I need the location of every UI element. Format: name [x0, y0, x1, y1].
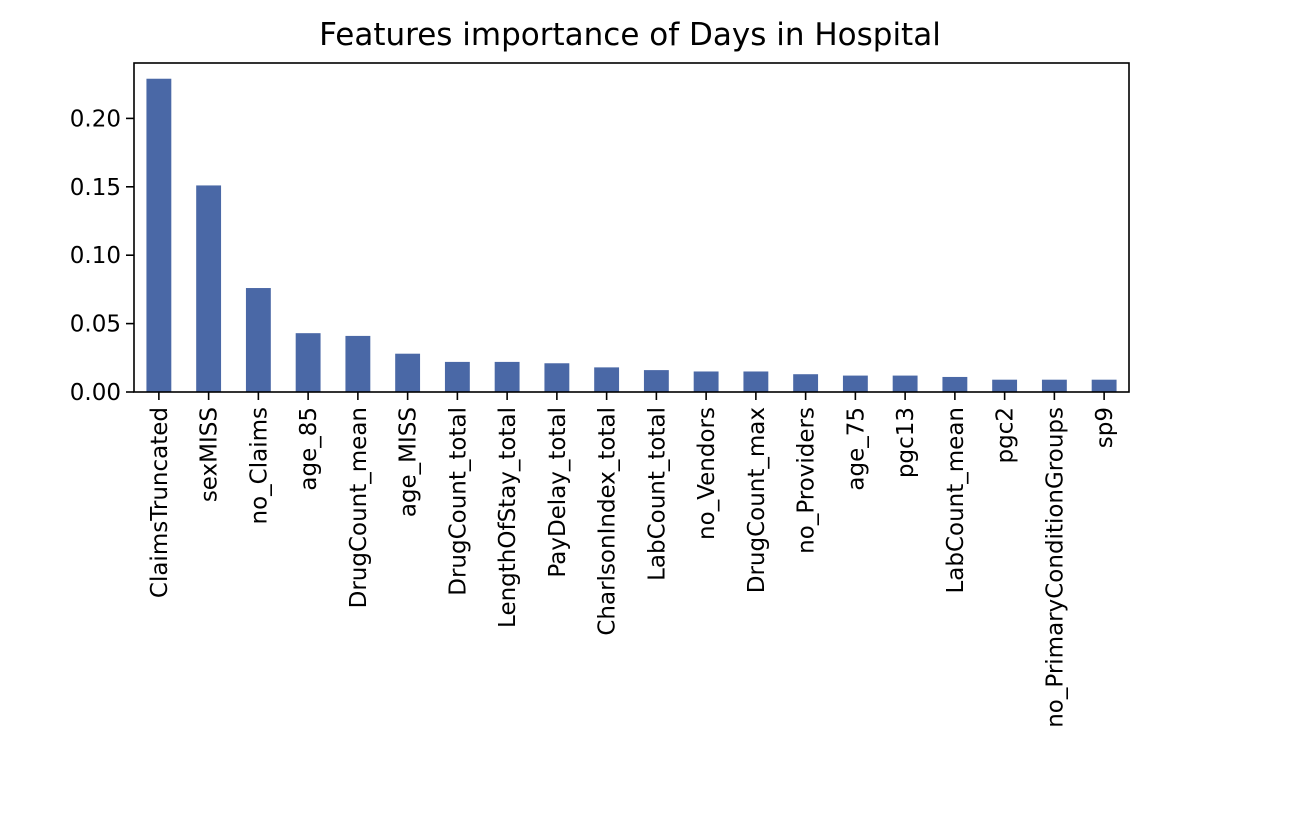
x-tick-label: LengthOfStay_total	[495, 407, 521, 628]
y-axis: 0.00 0.05 0.10 0.15 0.20	[70, 106, 134, 406]
bar-DrugCount_max	[743, 371, 769, 392]
x-tick-label: no_PrimaryConditionGroups	[1042, 407, 1068, 728]
x-tick-label: pgc13	[893, 407, 919, 478]
x-tick-label: pgc2	[993, 407, 1019, 463]
bar-age_MISS	[395, 353, 421, 392]
bar-pgc13	[892, 375, 918, 392]
x-tick-label: no_Claims	[246, 407, 272, 524]
y-tick-label: 0.05	[70, 312, 121, 338]
bar-LabCount_total	[643, 370, 669, 392]
x-tick-label: age_75	[843, 407, 869, 491]
x-axis: ClaimsTruncated sexMISS no_Claims age_85 Dru…	[147, 392, 1118, 728]
bar-LengthOfStay_total	[494, 361, 520, 392]
x-tick-label: DrugCount_max	[744, 407, 770, 593]
bar-pgc2	[992, 379, 1018, 392]
x-tick-label: PayDelay_total	[545, 407, 571, 578]
x-tick-label: sexMISS	[197, 407, 223, 502]
bars-group	[146, 78, 1117, 392]
x-tick-label: DrugCount_mean	[346, 407, 372, 608]
bar-DrugCount_total	[444, 361, 470, 392]
x-tick-label: DrugCount_total	[445, 407, 471, 596]
y-tick-label: 0.10	[70, 243, 121, 269]
bar-no_Vendors	[693, 371, 719, 392]
bar-age_85	[295, 333, 321, 392]
x-tick-label: age_MISS	[396, 407, 422, 517]
x-tick-label: no_Providers	[794, 407, 820, 554]
y-tick-label: 0.15	[70, 175, 121, 201]
x-tick-label: LabCount_mean	[943, 407, 969, 594]
x-tick-label: no_Vendors	[694, 407, 720, 540]
y-tick-label: 0.00	[70, 380, 121, 406]
bar-PayDelay_total	[544, 363, 570, 392]
bar-CharlsonIndex_total	[594, 367, 620, 392]
x-tick-label: ClaimsTruncated	[147, 407, 173, 598]
bar-no_Providers	[793, 374, 819, 392]
bar-ClaimsTruncated	[146, 78, 172, 392]
bar-age_75	[842, 375, 868, 392]
bar-DrugCount_mean	[345, 335, 371, 392]
x-tick-label: LabCount_total	[644, 407, 670, 581]
bar-LabCount_mean	[942, 376, 968, 392]
bar-sexMISS	[196, 185, 222, 392]
bar-no_PrimaryConditionGroups	[1041, 379, 1067, 392]
chart-title: Features importance of Days in Hospital	[319, 17, 941, 53]
plot-frame	[133, 62, 1130, 393]
x-tick-label: sp9	[1092, 407, 1118, 448]
x-tick-label: CharlsonIndex_total	[595, 407, 621, 636]
bar-no_Claims	[245, 288, 271, 392]
y-tick-label: 0.20	[70, 106, 121, 132]
x-tick-label: age_85	[296, 407, 322, 491]
bar-sp9	[1091, 379, 1117, 392]
